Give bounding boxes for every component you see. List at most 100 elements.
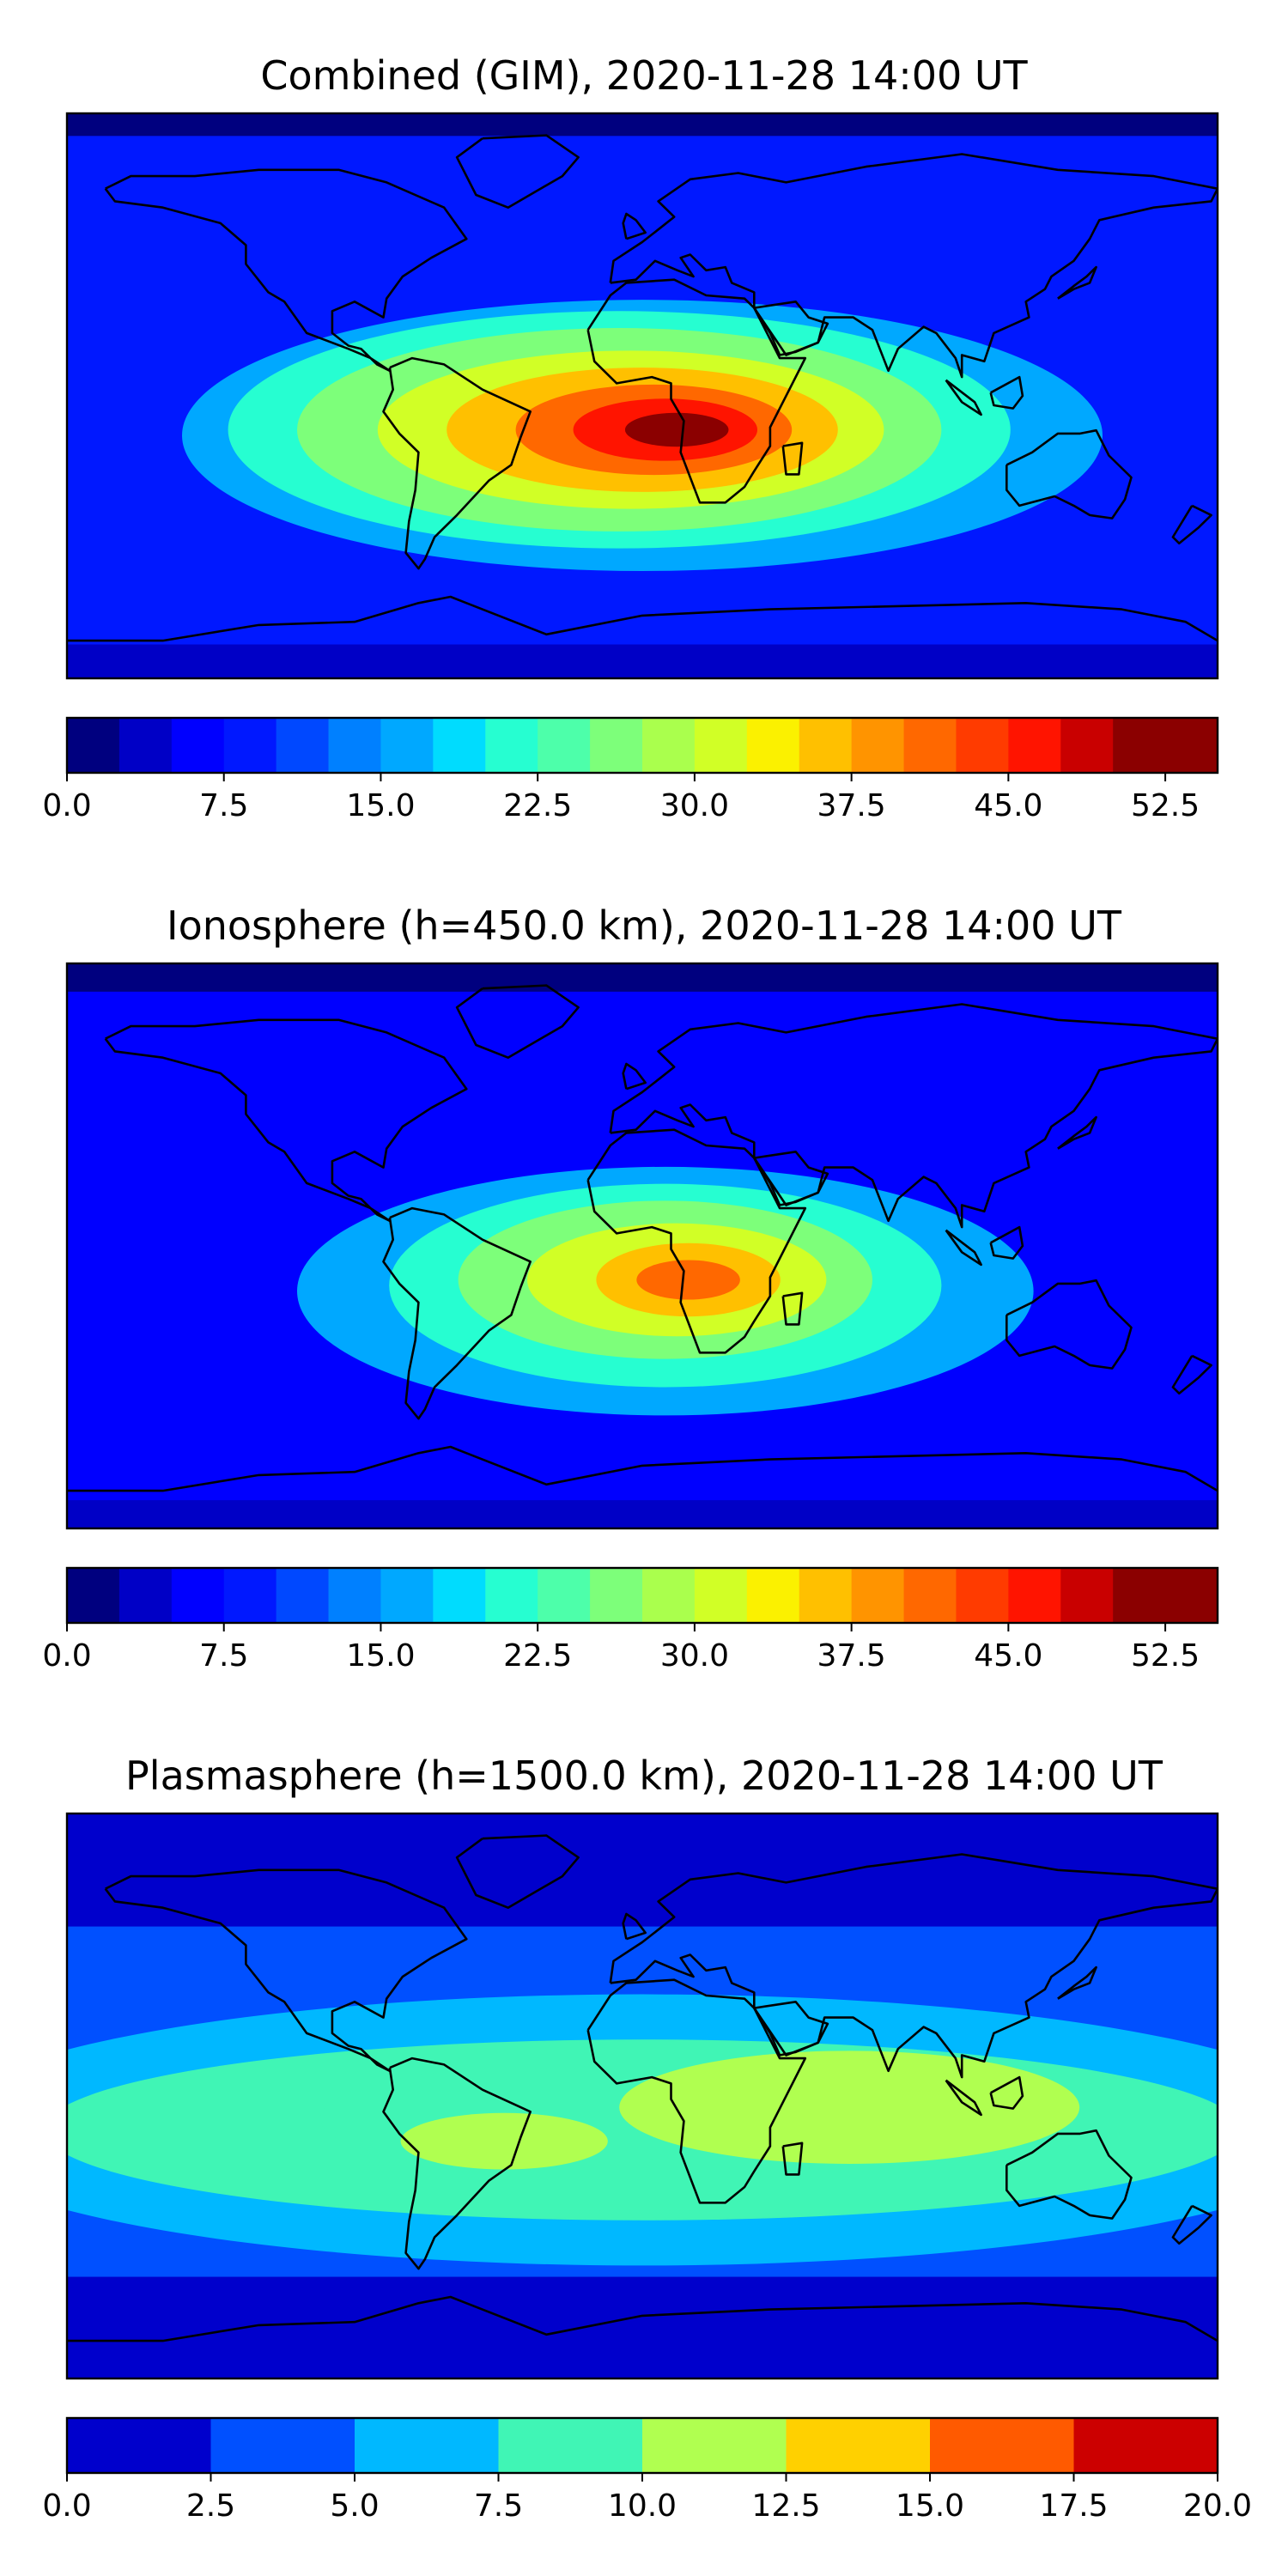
colorbar-tick-label: 20.0 (1183, 2488, 1252, 2524)
panel-title: Combined (GIM), 2020-11-28 14:00 UT (260, 52, 1028, 99)
colorbar: 0.0 2.5 5.0 7.5 10.0 12.5 15.0 17.5 20.0 (42, 2416, 1252, 2524)
colorbar-frame (65, 716, 1219, 775)
colorbar-tick-label: 15.0 (896, 2488, 964, 2524)
colorbar-tick-label: 0.0 (42, 788, 91, 823)
coastline (945, 1229, 982, 1267)
colorbar-step (118, 718, 173, 773)
colorbar-frame (65, 1566, 1219, 1625)
coastline (622, 1912, 647, 1941)
colorbar-step (642, 2418, 787, 2473)
colorbar-tick-label: 0.0 (42, 1638, 91, 1674)
colorbar-step (799, 1568, 853, 1623)
colorbar-tick-label: 22.5 (503, 1638, 572, 1674)
coastline (455, 134, 580, 209)
coastline (781, 2142, 804, 2176)
colorbar-tick-label: 37.5 (817, 788, 886, 823)
colorbar-step (355, 2418, 500, 2473)
colorbar-step (1073, 2418, 1218, 2473)
colorbar-step (851, 1568, 905, 1623)
coastline (945, 2079, 982, 2117)
coastline (104, 1018, 468, 1223)
colorbar-tick-label: 7.5 (199, 788, 248, 823)
colorbar-tick-label: 45.0 (974, 1638, 1042, 1674)
coastline (67, 595, 1218, 642)
colorbar-step (276, 718, 330, 773)
coastline (1005, 428, 1133, 519)
contour-level (400, 2112, 608, 2170)
contour-field (67, 963, 1218, 1528)
colorbar-step (851, 718, 905, 773)
coastline (1005, 2129, 1133, 2220)
coastlines (67, 984, 1218, 1492)
panel-3: Plasmasphere (h=1500.0 km), 2020-11-28 1… (42, 1753, 1252, 2524)
coastline (1171, 504, 1212, 545)
colorbar-step (380, 718, 434, 773)
colorbar-step (223, 1568, 277, 1623)
colorbar-tick-label: 52.5 (1131, 1638, 1200, 1674)
colorbar-step (223, 718, 277, 773)
coastline (67, 2295, 1218, 2342)
coastline (1057, 1965, 1097, 2000)
panel-title: Plasmasphere (h=1500.0 km), 2020-11-28 1… (125, 1753, 1163, 1799)
coastline (1057, 265, 1097, 300)
map-frame (65, 962, 1219, 1530)
colorbar-tick-label: 0.0 (42, 2488, 91, 2524)
coastline (586, 1978, 807, 2204)
colorbar-tick-label: 10.0 (608, 2488, 677, 2524)
contour-level (624, 412, 729, 447)
coastline (586, 278, 807, 504)
coastline (989, 1225, 1024, 1260)
colorbar-step (328, 718, 382, 773)
coastline (104, 1868, 468, 2073)
contour-field (67, 1814, 1218, 2379)
coastline (609, 1003, 1218, 1229)
colorbar-step (786, 2418, 931, 2473)
colorbar-tick-label: 12.5 (751, 2488, 820, 2524)
colorbar-tick-label: 2.5 (186, 2488, 235, 2524)
colorbar-step (1113, 718, 1166, 773)
colorbar-step (956, 718, 1009, 773)
colorbar-step (118, 1568, 173, 1623)
coastline (455, 1834, 580, 1909)
colorbar-tick-label: 15.0 (346, 1638, 415, 1674)
panel-1: Combined (GIM), 2020-11-28 14:00 UT 0.0 7.… (42, 52, 1219, 823)
coastline (1171, 2204, 1212, 2245)
colorbar-step (380, 1568, 434, 1623)
colorbar-step (930, 2418, 1075, 2473)
field-band (67, 963, 1218, 992)
colorbar-step (642, 718, 696, 773)
colorbar-step (746, 1568, 800, 1623)
colorbar-step (903, 718, 957, 773)
colorbar-step (433, 718, 486, 773)
colorbar-step (538, 1568, 591, 1623)
coastline (781, 1291, 804, 1326)
colorbar-step (1060, 718, 1114, 773)
colorbar-step (171, 718, 225, 773)
colorbar-step (67, 1568, 120, 1623)
colorbar-step (642, 1568, 696, 1623)
colorbar-step (799, 718, 853, 773)
colorbar-step (171, 1568, 225, 1623)
colorbar-step (1008, 718, 1061, 773)
coastline (382, 2057, 532, 2270)
field-band (67, 1814, 1218, 1927)
coastline (1005, 1279, 1133, 1370)
coastline (609, 1853, 1218, 2079)
colorbar-step (903, 1568, 957, 1623)
coastline (622, 1062, 647, 1091)
colorbar-tick-label: 45.0 (974, 788, 1042, 823)
contour-field (67, 113, 1218, 678)
field-band (67, 1500, 1218, 1528)
colorbar-step (485, 718, 538, 773)
colorbar-step (1060, 1568, 1114, 1623)
colorbar-step (210, 2418, 355, 2473)
coastline (753, 301, 829, 356)
colorbar: 0.0 7.5 15.0 22.5 30.0 37.5 45.0 52.5 (42, 1566, 1219, 1674)
colorbar-tick-label: 30.0 (660, 788, 729, 823)
colorbar-tick-label: 7.5 (199, 1638, 248, 1674)
colorbar-tick-label: 7.5 (474, 2488, 523, 2524)
colorbar-step (694, 1568, 748, 1623)
coastline (945, 379, 982, 416)
colorbar-step (433, 1568, 486, 1623)
